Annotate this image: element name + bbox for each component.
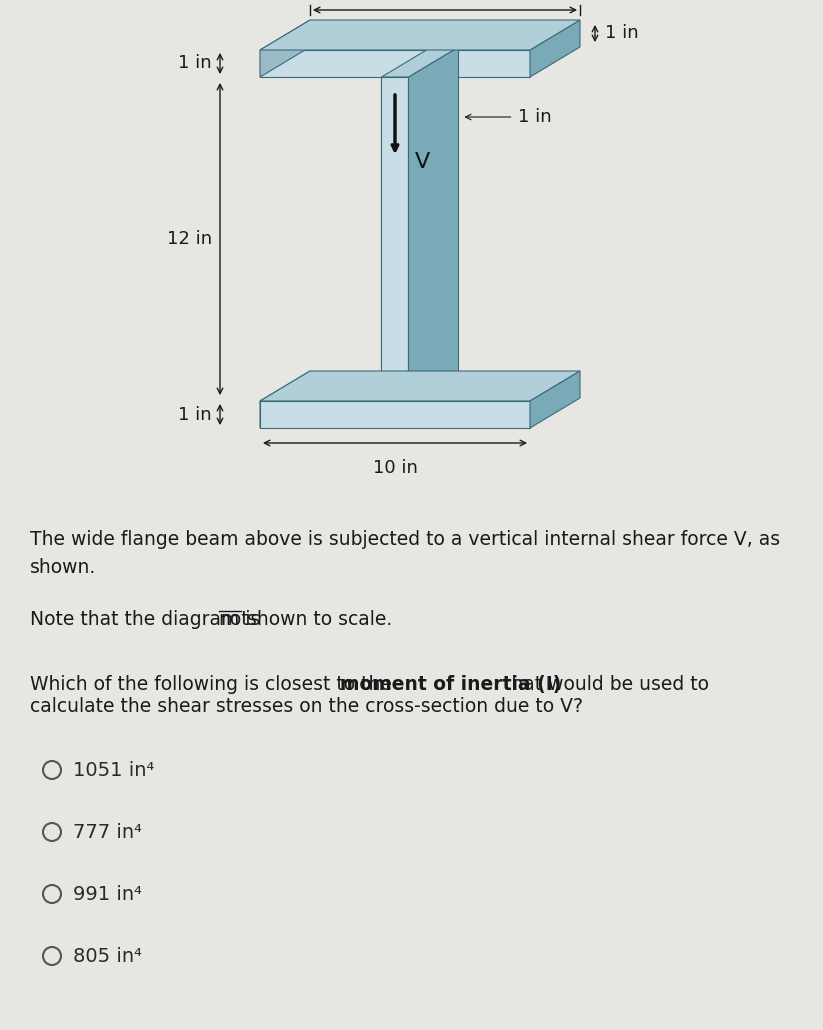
Text: 1 in: 1 in <box>605 25 639 42</box>
Text: 1051 in⁴: 1051 in⁴ <box>73 760 154 780</box>
Text: V: V <box>415 152 430 172</box>
Text: 1 in: 1 in <box>518 108 552 126</box>
Polygon shape <box>310 371 431 398</box>
Text: Note that the diagram is: Note that the diagram is <box>30 610 267 629</box>
Text: shown to scale.: shown to scale. <box>241 610 393 629</box>
Polygon shape <box>260 20 310 77</box>
Text: that would be used to: that would be used to <box>498 675 709 694</box>
Text: The wide flange beam above is subjected to a vertical internal shear force V, as: The wide flange beam above is subjected … <box>30 530 780 577</box>
Polygon shape <box>382 77 408 401</box>
Polygon shape <box>260 371 580 401</box>
Text: 10 in: 10 in <box>373 459 417 477</box>
Polygon shape <box>382 47 458 77</box>
Text: moment of inertia (I): moment of inertia (I) <box>340 675 561 694</box>
Polygon shape <box>260 20 580 50</box>
Polygon shape <box>530 20 580 77</box>
Text: not: not <box>219 610 249 629</box>
Text: 1 in: 1 in <box>179 406 212 423</box>
Text: Which of the following is closest to the: Which of the following is closest to the <box>30 675 398 694</box>
Polygon shape <box>310 20 431 47</box>
Text: 991 in⁴: 991 in⁴ <box>73 885 142 903</box>
Polygon shape <box>260 371 310 428</box>
Text: 805 in⁴: 805 in⁴ <box>73 947 142 965</box>
Text: 12 in: 12 in <box>167 230 212 248</box>
Polygon shape <box>260 401 530 428</box>
Polygon shape <box>382 47 431 401</box>
Polygon shape <box>408 47 458 401</box>
Polygon shape <box>530 371 580 428</box>
Text: 777 in⁴: 777 in⁴ <box>73 823 142 842</box>
Text: 1 in: 1 in <box>179 55 212 72</box>
Polygon shape <box>260 50 530 77</box>
Text: calculate the shear stresses on the cross-section due to V?: calculate the shear stresses on the cros… <box>30 697 583 716</box>
